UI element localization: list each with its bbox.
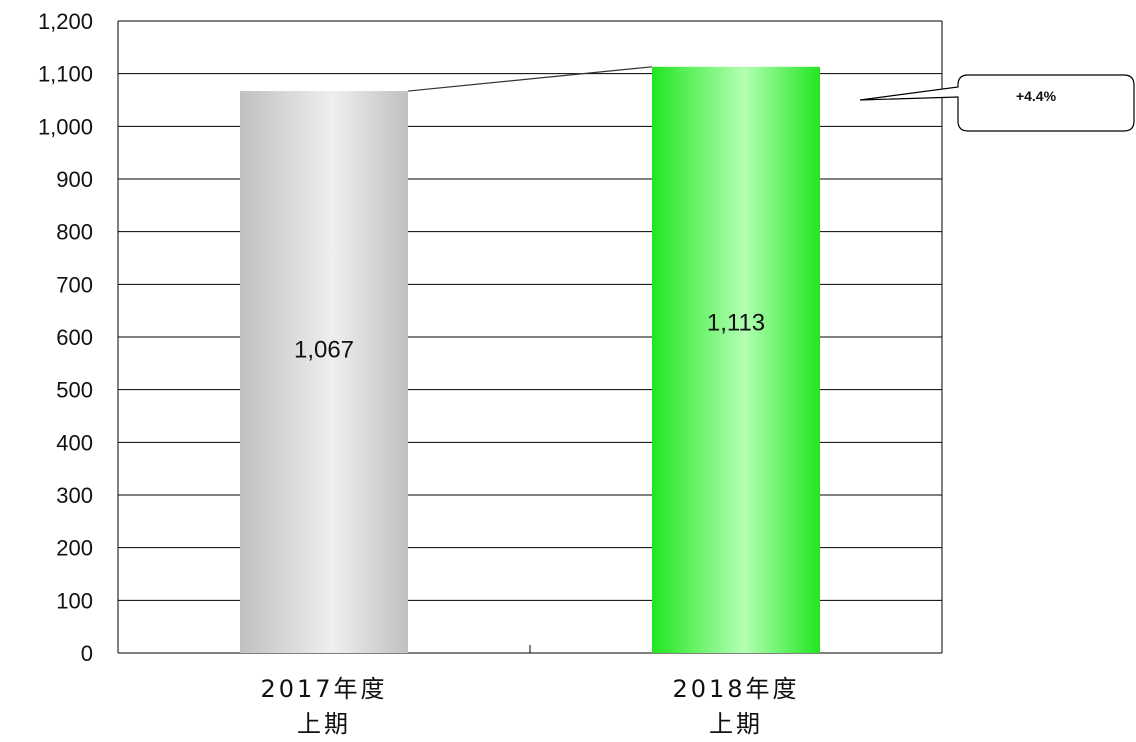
data-labels: 1,067 1,113	[294, 309, 765, 363]
x-category-label: 上期	[297, 710, 351, 738]
y-tick-label: 1,000	[38, 114, 93, 139]
bars	[240, 66, 820, 653]
y-tick-label: 1,200	[38, 9, 93, 34]
annotation-callout: +4.4%	[859, 74, 1135, 132]
bar-1	[652, 66, 820, 653]
data-label: 1,067	[294, 337, 354, 364]
y-tick-label: 600	[56, 325, 93, 350]
data-label: 1,113	[707, 309, 765, 336]
y-tick-label: 1,100	[38, 62, 93, 87]
y-tick-label: 500	[56, 378, 93, 403]
x-category-label: 上期	[709, 710, 763, 738]
callout-box	[859, 74, 1135, 132]
y-tick-label: 900	[56, 167, 93, 192]
y-tick-label: 0	[81, 641, 93, 666]
y-tick-label: 100	[56, 588, 93, 613]
y-tick-label: 700	[56, 272, 93, 297]
annotation-label: +4.4%	[1016, 88, 1057, 104]
y-axis-tick-labels: 0 100 200 300 400 500 600 700 800 900 1,000 1,100 1,…	[38, 9, 93, 666]
x-category-label: 2018年度	[672, 675, 799, 703]
y-tick-label: 200	[56, 536, 93, 561]
series-connector	[407, 66, 653, 92]
top-connector-line	[407, 66, 653, 92]
y-tick-label: 800	[56, 220, 93, 245]
x-category-label: 2017年度	[260, 675, 387, 703]
y-tick-label: 400	[56, 430, 93, 455]
bar-0	[240, 91, 408, 653]
y-tick-label: 300	[56, 483, 93, 508]
